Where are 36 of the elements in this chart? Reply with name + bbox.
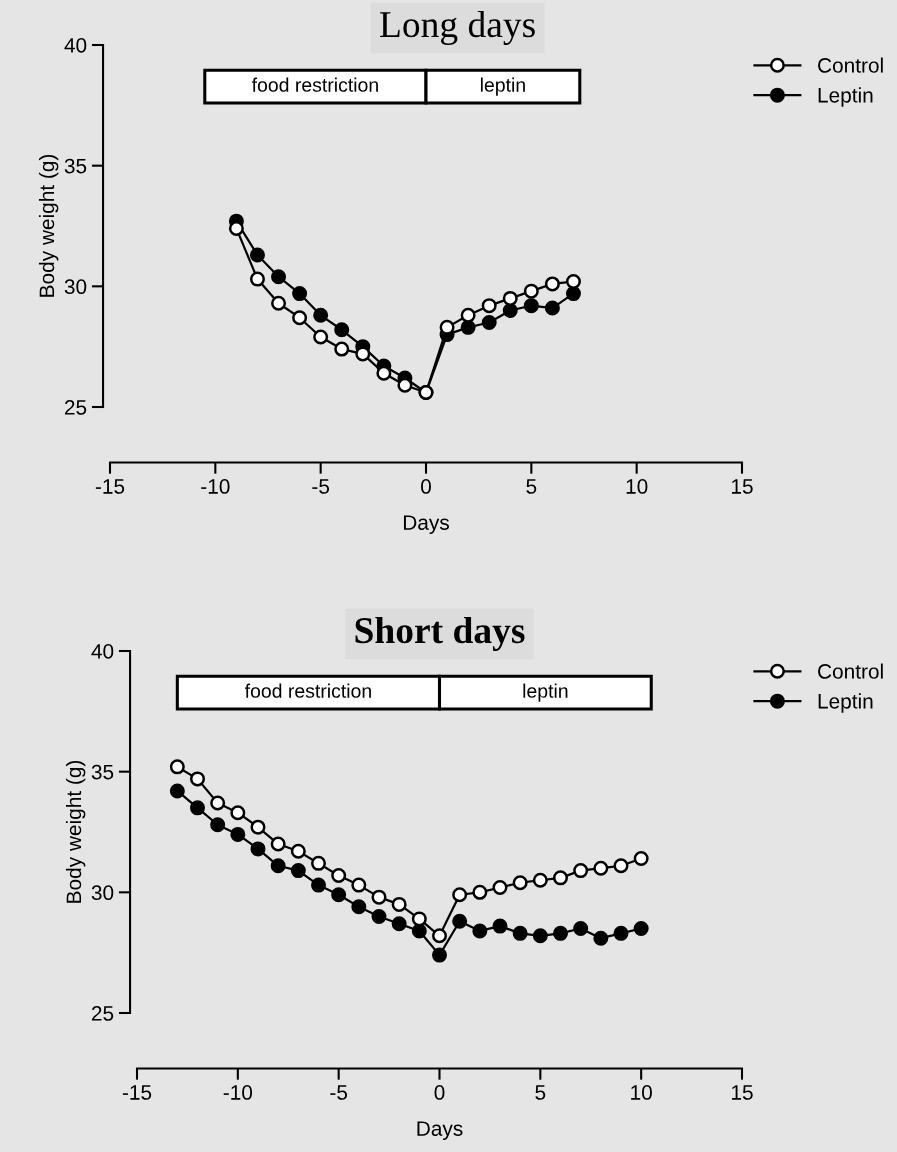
y-tick-label: 30 [64,279,87,295]
legend-label: Leptin [818,87,873,107]
x-axis-title: Days [403,515,449,535]
y-tick-label: 40 [91,644,114,659]
x-tick-label: -15 [95,479,125,494]
y-tick-label: 30 [91,885,114,901]
y-tick-label: 35 [64,158,87,174]
x-tick-label: -15 [122,1085,152,1100]
x-tick-label: 15 [732,479,753,494]
band-label: food restriction [251,77,378,92]
x-tick-label: 10 [631,1085,652,1100]
x-tick-label: -5 [330,1085,348,1100]
x-tick-label: 10 [626,479,648,494]
x-tick-label: 15 [732,1085,753,1100]
chart-title: Long days [380,10,535,45]
band-label: food restriction [244,683,371,698]
x-tick-label: -10 [201,479,230,494]
y-tick-label: 40 [64,38,87,53]
legend-label: Control [818,57,883,73]
chart-title: Short days [355,616,525,651]
y-tick-label: 25 [64,400,87,415]
legend-label: Control [818,663,883,679]
x-tick-label: -10 [223,1085,253,1100]
legend-label: Leptin [818,693,873,713]
x-axis-title: Days [417,1121,463,1141]
band-label: leptin [523,683,568,702]
y-axis-title: Body weight (g) [38,154,59,297]
x-tick-label: 5 [535,1085,546,1100]
x-tick-label: -5 [312,479,330,494]
y-axis-title: Body weight (g) [65,760,86,903]
y-tick-label: 25 [91,1006,114,1021]
y-tick-label: 35 [91,764,114,780]
x-tick-label: 0 [434,1085,445,1100]
x-tick-label: 5 [526,479,537,494]
x-tick-label: 0 [421,479,431,494]
band-label: leptin [480,77,525,96]
